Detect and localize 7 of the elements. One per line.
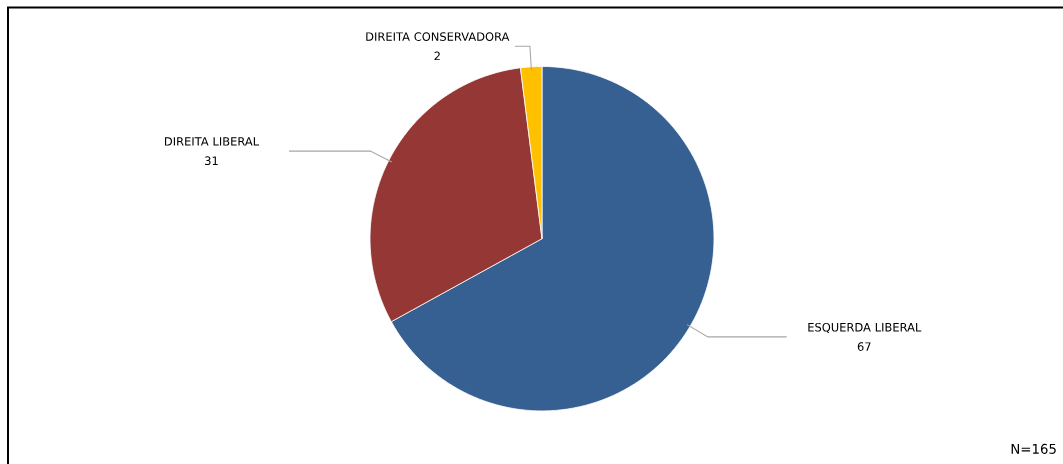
data-label: 67 (857, 342, 871, 351)
data-label: 31 (205, 156, 218, 166)
data-label: 2 (434, 51, 440, 61)
slice-label: DIREITA LIBERAL (165, 137, 260, 146)
slice-label: DIREITA CONSERVADORA (366, 32, 510, 41)
slice-label: ESQUERDA LIBERAL (808, 322, 922, 333)
text: N=165 (1011, 443, 1056, 454)
